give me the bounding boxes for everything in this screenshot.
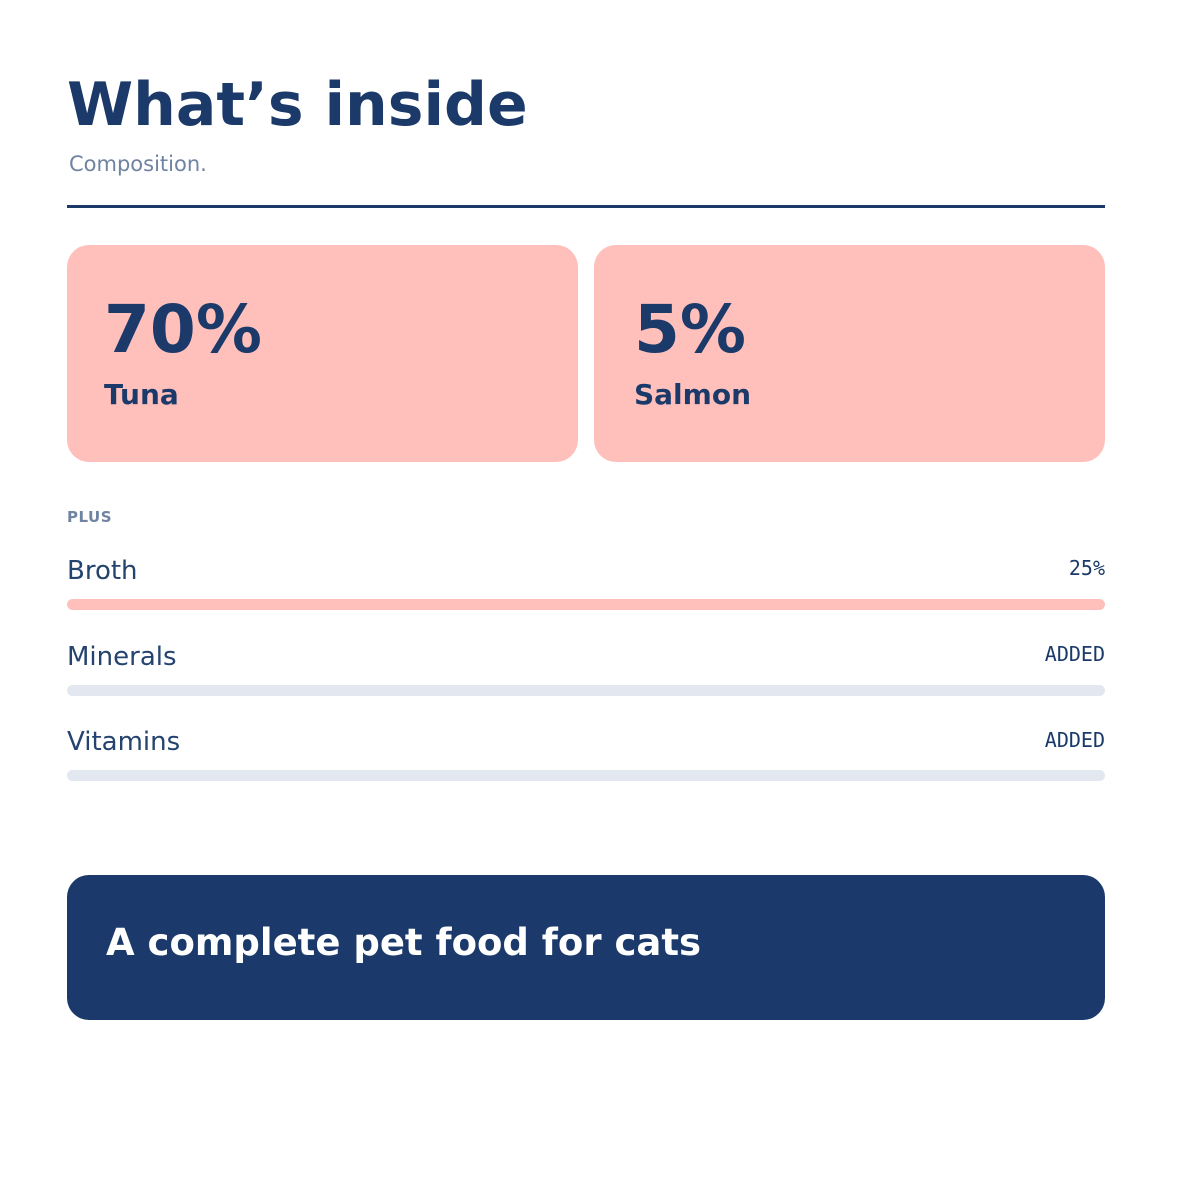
header-divider (67, 205, 1105, 208)
plus-item-name: Broth (67, 556, 138, 586)
plus-item-value: ADDED (1044, 728, 1105, 752)
ingredient-card-tuna (67, 245, 578, 462)
plus-item-bar (67, 770, 1105, 781)
ingredient-card-value: 70% (104, 291, 262, 368)
plus-item-value: ADDED (1044, 642, 1105, 666)
ingredient-card-label: Salmon (634, 378, 752, 411)
complete-food-banner (67, 875, 1105, 1020)
page-title: What’s inside (67, 70, 528, 140)
ingredient-card-salmon (594, 245, 1105, 462)
ingredient-card-value: 5% (634, 291, 747, 368)
plus-item-bar (67, 685, 1105, 696)
plus-item-name: Minerals (67, 642, 177, 672)
banner-text: A complete pet food for cats (106, 921, 702, 964)
ingredient-card-label: Tuna (104, 378, 179, 411)
plus-item-bar (67, 599, 1105, 610)
plus-item-value: 25% (1068, 556, 1105, 580)
page-subtitle: Composition. (69, 152, 207, 176)
plus-item-name: Vitamins (67, 727, 181, 757)
plus-section-label: PLUS (67, 508, 113, 526)
plus-item-bar-fill (67, 599, 1105, 610)
